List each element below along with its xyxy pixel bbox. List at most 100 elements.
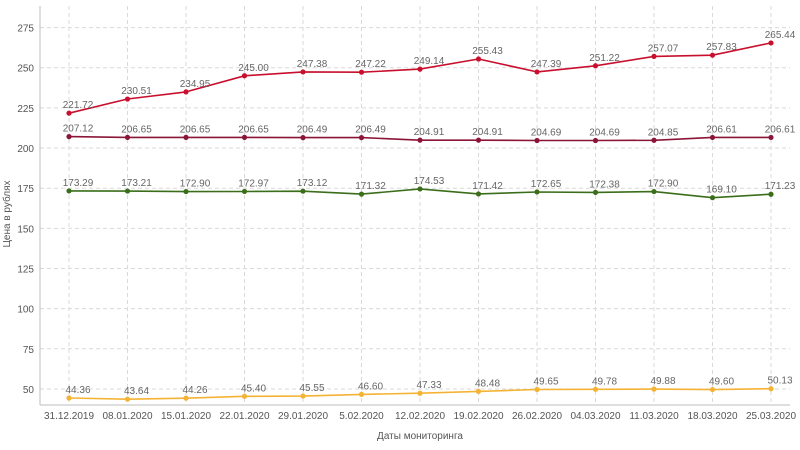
data-point [66,188,72,194]
data-point [66,110,72,116]
data-point [300,188,306,194]
data-label: 44.36 [65,385,90,396]
data-label: 255.43 [472,46,503,57]
y-tick-label: 75 [23,345,35,356]
data-point [417,186,423,192]
data-label: 43.64 [124,386,149,397]
data-label: 50.13 [767,376,792,387]
data-label: 204.85 [648,127,679,138]
data-point [66,395,72,401]
x-axis-ticks: 31.12.2019 08.01.2020 15.01.2020 22.01.2020… [44,411,796,422]
x-tick-label: 19.02.2020 [453,411,503,422]
data-label: 49.60 [709,377,734,388]
data-point [241,73,248,79]
data-label: 171.23 [765,181,796,192]
y-tick-label: 200 [17,144,34,155]
data-point [534,69,540,75]
data-point [709,195,716,201]
y-tick-label: 125 [17,264,34,275]
data-label: 49.78 [592,376,617,387]
data-label: 249.14 [414,56,445,67]
data-point [709,134,716,141]
data-point [475,56,482,62]
x-axis-title: Даты мониторинга [377,431,463,442]
x-tick-label: 15.01.2020 [161,411,211,422]
data-point [592,189,599,195]
data-label: 204.69 [531,128,562,139]
data-label: 251.22 [589,53,620,64]
data-point [241,188,248,195]
y-tick-label: 100 [17,305,34,316]
x-tick-label: 5.02.2020 [339,411,384,422]
data-label: 204.69 [589,128,620,139]
data-label: 173.21 [121,178,152,189]
data-point [475,137,482,143]
x-tick-label: 25.03.2020 [746,411,796,422]
data-point [475,388,482,394]
data-label: 206.49 [297,125,328,136]
data-point [358,391,365,398]
data-label: 230.51 [121,86,152,97]
data-label: 173.12 [297,178,328,189]
data-label: 172.90 [180,179,211,190]
data-label: 172.38 [589,179,620,190]
data-label: 47.33 [416,380,441,391]
data-point [592,386,599,392]
data-point [300,393,306,399]
data-point [534,137,540,144]
data-point [124,96,131,102]
data-label: 174.53 [414,176,445,187]
data-label: 206.61 [706,124,737,135]
data-label: 257.07 [648,43,679,54]
data-label: 49.88 [650,376,675,387]
data-point [475,191,482,197]
data-point [651,386,657,392]
data-point [358,191,365,197]
data-label: 173.29 [63,178,94,189]
x-tick-label: 18.03.2020 [687,411,737,422]
data-point [651,137,657,143]
data-label: 46.60 [358,381,383,392]
y-tick-label: 175 [17,184,34,195]
data-label: 206.65 [121,124,152,135]
y-tick-label: 250 [17,64,34,75]
data-label: 221.72 [63,100,94,111]
x-tick-label: 22.01.2020 [219,411,269,422]
data-label: 171.42 [472,181,503,192]
data-point [651,188,657,195]
data-point [651,53,657,59]
data-label: 49.65 [533,377,558,388]
data-point [768,386,774,392]
data-label: 247.39 [531,59,562,70]
data-point [358,69,365,75]
y-tick-label: 50 [23,385,35,396]
x-tick-label: 29.01.2020 [278,411,328,422]
data-point [534,189,540,195]
data-label: 247.38 [297,59,328,70]
data-point [417,390,423,396]
data-labels: 221.72 230.51 234.95 245.00 247.38 247.22 249.… [63,30,796,397]
data-point [241,393,248,399]
data-label: 247.22 [355,59,386,70]
data-point [124,134,131,140]
x-tick-label: 08.01.2020 [102,411,152,422]
data-point [709,386,716,393]
data-point [300,69,306,75]
grid [39,6,790,406]
series-lines [66,40,774,402]
data-label: 172.97 [238,178,269,189]
data-label: 265.44 [765,30,796,41]
x-tick-label: 31.12.2019 [44,411,94,422]
data-label: 204.91 [472,127,503,138]
y-tick-label: 225 [17,104,34,115]
data-point [183,395,189,401]
data-point [592,137,599,144]
data-label: 257.83 [706,42,737,53]
data-label: 206.65 [180,124,211,135]
data-label: 172.65 [531,179,562,190]
data-point [709,52,716,58]
data-label: 204.91 [414,127,445,138]
data-label: 206.65 [238,124,269,135]
data-label: 172.90 [648,179,679,190]
data-point [768,134,774,141]
